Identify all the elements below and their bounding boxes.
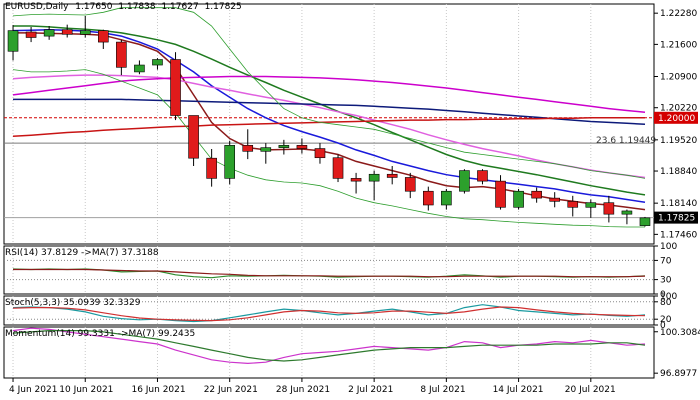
main-frame xyxy=(3,3,655,245)
price-tick-label: 1.18840 xyxy=(660,167,697,177)
chart-header: EURUSD,Daily 1.17650 1.17838 1.17627 1.1… xyxy=(5,2,242,13)
candle xyxy=(513,190,524,208)
stoch-tick-label: 20 xyxy=(660,315,672,325)
price-tick-label: 1.20900 xyxy=(660,73,697,83)
candle xyxy=(25,31,37,38)
candle xyxy=(603,202,615,215)
ohlc-low: 1.17627 xyxy=(161,2,199,12)
price-tick-label: 1.20220 xyxy=(660,104,697,114)
candle xyxy=(477,170,488,182)
momentum-label: Momentum(14) 99.3331 ->MA(7) 99.2435 xyxy=(5,329,196,339)
current-price-tag: 1.17825 xyxy=(658,214,695,224)
stoch-frame xyxy=(3,295,655,326)
price-tick-label: 1.19520 xyxy=(660,136,697,146)
stoch-tick-label: 0 xyxy=(660,321,666,331)
rsi-tick-label: 100 xyxy=(660,242,677,252)
candle xyxy=(242,145,254,152)
ohlc-close: 1.17825 xyxy=(204,2,242,12)
date-tick-label: 4 Jun 2021 xyxy=(9,385,57,395)
rsi-label: RSI(14) 37.8129 ->MA(7) 37.3188 xyxy=(5,248,159,258)
momentum-series-1 xyxy=(12,330,646,362)
candle xyxy=(350,178,362,182)
candle xyxy=(368,173,380,182)
symbol-label: EURUSD,Daily xyxy=(5,2,69,12)
candle xyxy=(206,157,217,179)
price-tick-label: 1.22280 xyxy=(660,9,697,19)
level-price-tag: 1.20000 xyxy=(658,114,695,124)
ma-line-2 xyxy=(13,25,646,196)
rsi-frame xyxy=(3,245,655,295)
date-tick-label: 22 Jun 2021 xyxy=(204,385,258,395)
date-tick-label: 8 Jul 2021 xyxy=(420,385,465,395)
price-tick-label: 1.21600 xyxy=(660,40,697,50)
candle xyxy=(296,145,308,149)
stoch-tick-label: 80 xyxy=(660,298,672,308)
momentum-frame xyxy=(3,326,655,379)
current-price-tag-bg xyxy=(654,211,698,224)
candle xyxy=(423,190,434,206)
price-tick-label: 1.17460 xyxy=(660,230,697,240)
candle xyxy=(332,157,344,179)
candle xyxy=(441,190,452,206)
fib-level-label: 23.6 1.19449 xyxy=(596,136,657,146)
stoch-series-0 xyxy=(12,304,646,323)
date-tick-label: 10 Jun 2021 xyxy=(59,385,113,395)
stoch-tick-label: 100 xyxy=(660,292,677,302)
candle xyxy=(278,145,290,148)
candle xyxy=(585,202,597,208)
rsi-tick-label: 30 xyxy=(660,276,672,286)
stoch-label: Stoch(5,3,3) 35.0939 32.3329 xyxy=(5,298,141,308)
candle xyxy=(170,59,181,116)
ma-line-5 xyxy=(13,98,646,125)
candle xyxy=(61,29,73,35)
candle xyxy=(621,210,633,215)
candle xyxy=(459,170,470,192)
candle xyxy=(495,180,506,208)
stoch-series-1 xyxy=(12,306,646,322)
momentum-tick-label: 100.3084 xyxy=(660,328,700,338)
date-tick-label: 16 Jun 2021 xyxy=(131,385,185,395)
candle xyxy=(260,147,272,152)
candle xyxy=(404,177,416,192)
rsi-series-1 xyxy=(13,268,646,278)
ma-line-7 xyxy=(12,69,645,228)
candle xyxy=(116,41,127,68)
candle xyxy=(314,148,326,159)
ma-line-4 xyxy=(12,75,646,114)
date-tick-label: 14 Jul 2021 xyxy=(493,385,544,395)
momentum-series-0 xyxy=(12,327,646,365)
rsi-tick-label: 70 xyxy=(660,256,672,266)
date-tick-label: 28 Jun 2021 xyxy=(276,385,330,395)
level-price-tag-bg xyxy=(654,111,698,124)
ohlc-high: 1.17838 xyxy=(118,2,156,12)
date-tick-label: 2 Jul 2021 xyxy=(348,385,393,395)
ohlc-open: 1.17650 xyxy=(75,2,113,12)
ma-line-6 xyxy=(12,117,645,137)
momentum-tick-label: 96.8977 xyxy=(660,369,697,379)
candle xyxy=(386,173,398,178)
candle xyxy=(134,64,145,73)
candle xyxy=(43,29,55,37)
candle xyxy=(7,30,19,52)
candle xyxy=(531,190,542,199)
ma-line-0 xyxy=(13,32,646,211)
date-tick-label: 20 Jul 2021 xyxy=(565,385,616,395)
price-tick-label: 1.18140 xyxy=(660,199,697,209)
candle xyxy=(98,30,109,43)
ma-line-8 xyxy=(12,7,646,179)
candle xyxy=(152,59,163,66)
rsi-tick-label: 0 xyxy=(660,290,666,300)
candle xyxy=(188,115,199,159)
candle xyxy=(224,145,235,179)
candle xyxy=(549,197,560,202)
candle xyxy=(639,217,651,226)
candle xyxy=(567,201,579,208)
ma-line-1 xyxy=(12,28,646,203)
ma-line-3 xyxy=(12,74,646,179)
candle xyxy=(79,30,91,35)
